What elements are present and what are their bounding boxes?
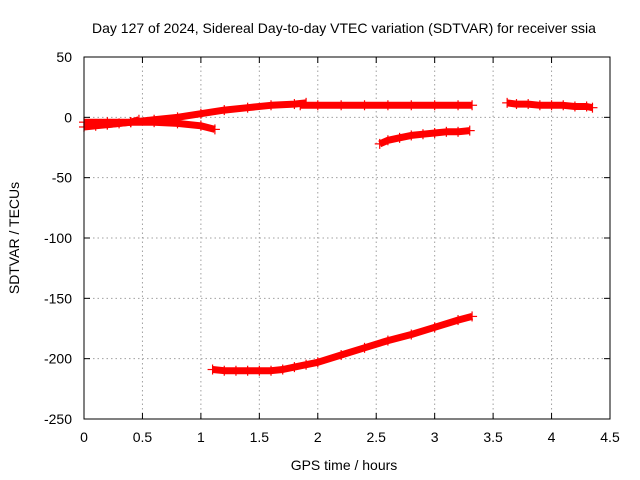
data-point [254, 365, 265, 376]
axis-ticks [83, 56, 611, 420]
data-point [374, 138, 385, 149]
data-point [219, 105, 230, 116]
data-point [125, 117, 136, 128]
data-point [295, 100, 306, 111]
data-point [382, 100, 393, 111]
data-point [242, 102, 253, 113]
series-line [378, 127, 471, 148]
plot-frame [83, 56, 611, 420]
data-point [467, 311, 478, 322]
series-line [107, 99, 307, 129]
data-point [581, 101, 592, 112]
y-tick-label: -250 [44, 411, 72, 427]
data-point [359, 342, 370, 353]
x-tick-label: 2.5 [366, 429, 386, 445]
data-series [79, 97, 598, 376]
data-point [266, 365, 277, 376]
y-tick-labels: -250 -200 -150 -100 -50 0 50 [44, 49, 72, 427]
data-point [417, 129, 428, 140]
series-arc-4 [295, 100, 478, 111]
data-point [429, 322, 440, 333]
x-tick-labels: 0 0.5 1 1.5 2 2.5 3 3.5 4 4.5 [80, 429, 620, 445]
data-point [394, 132, 405, 143]
data-point [195, 120, 206, 131]
data-point [429, 128, 440, 139]
x-tick-label: 4 [548, 429, 556, 445]
y-tick-label: 50 [56, 49, 72, 65]
x-tick-label: 3.5 [483, 429, 503, 445]
data-point [266, 100, 277, 111]
chart-title: Day 127 of 2024, Sidereal Day-to-day VTE… [92, 20, 596, 36]
y-tick-label: -200 [44, 351, 72, 367]
series-arc-5 [374, 125, 475, 149]
data-point [569, 101, 580, 112]
data-point [242, 365, 253, 376]
x-tick-label: 0 [80, 429, 88, 445]
data-point [406, 100, 417, 111]
x-axis-label: GPS time / hours [291, 457, 398, 473]
series-arc-3 [102, 97, 312, 130]
y-tick-label: 0 [64, 109, 72, 125]
y-tick-label: -150 [44, 290, 72, 306]
data-point [336, 350, 347, 361]
x-tick-label: 3 [431, 429, 439, 445]
y-axis-label: SDTVAR / TECUs [6, 182, 22, 294]
data-point [523, 99, 534, 110]
grid-lines [84, 57, 610, 419]
data-point [277, 364, 288, 375]
data-point [312, 357, 323, 368]
data-point [382, 335, 393, 346]
data-point [587, 102, 598, 113]
data-point [195, 108, 206, 119]
data-point [453, 315, 464, 326]
series-arc-6 [502, 97, 598, 113]
data-point [406, 329, 417, 340]
data-point [558, 100, 569, 111]
data-point [289, 362, 300, 373]
data-point [406, 130, 417, 141]
data-point [453, 126, 464, 137]
y-tick-label: -50 [52, 170, 72, 186]
data-point [336, 100, 347, 111]
data-point [441, 126, 452, 137]
x-tick-label: 1.5 [250, 429, 270, 445]
data-point [502, 97, 513, 108]
data-point [464, 125, 475, 136]
data-point [546, 100, 557, 111]
series-line [212, 313, 473, 375]
data-point [207, 364, 218, 375]
data-point [230, 365, 241, 376]
data-point [382, 135, 393, 146]
data-point [312, 100, 323, 111]
data-point [219, 365, 230, 376]
data-point [429, 100, 440, 111]
data-point [289, 99, 300, 110]
x-tick-label: 0.5 [133, 429, 153, 445]
y-tick-label: -100 [44, 230, 72, 246]
data-point [511, 99, 522, 110]
data-point [467, 100, 478, 111]
data-point [172, 112, 183, 123]
data-point [209, 124, 220, 135]
data-point [301, 359, 312, 370]
x-tick-label: 2 [314, 429, 322, 445]
data-point [149, 114, 160, 125]
series-arc-7 [207, 311, 478, 376]
data-point [359, 100, 370, 111]
data-point [453, 100, 464, 111]
x-tick-label: 4.5 [600, 429, 620, 445]
data-point [102, 119, 113, 130]
data-point [534, 100, 545, 111]
x-tick-label: 1 [197, 429, 205, 445]
